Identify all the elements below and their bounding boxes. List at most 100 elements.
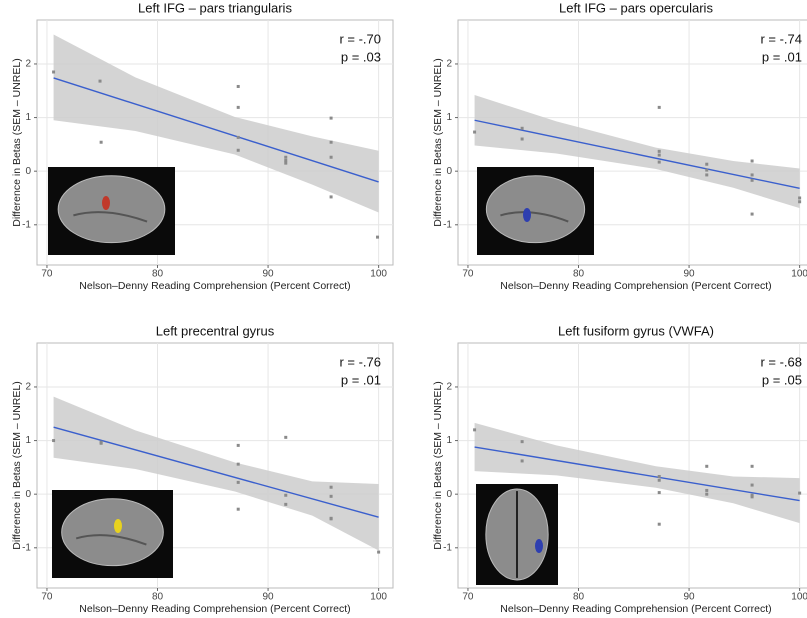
- point: [657, 153, 661, 157]
- y-tick-label: -1: [22, 542, 31, 553]
- fit-line: [474, 119, 800, 190]
- annotation: r = -.70: [339, 31, 381, 46]
- chart-title: Left precentral gyrus: [156, 323, 275, 338]
- point: [52, 70, 56, 74]
- point: [657, 160, 661, 164]
- x-tick-label: 90: [684, 269, 696, 280]
- x-tick-label: 80: [573, 269, 585, 280]
- point: [750, 178, 754, 182]
- point: [236, 480, 240, 484]
- brain-region: [102, 196, 110, 210]
- point: [329, 517, 333, 521]
- annotation: p = .05: [762, 372, 802, 387]
- brain: [61, 498, 164, 567]
- point: [798, 196, 802, 200]
- point: [236, 462, 240, 466]
- x-axis-label: Nelson–Denny Reading Comprehension (Perc…: [79, 280, 350, 292]
- point: [52, 439, 56, 443]
- point: [705, 162, 709, 166]
- fit-line: [53, 77, 379, 183]
- point: [329, 140, 333, 144]
- point: [284, 493, 288, 497]
- point: [284, 435, 288, 439]
- fit-line: [474, 446, 800, 502]
- point: [750, 173, 754, 177]
- chart-title: Left fusiform gyrus (VWFA): [558, 323, 714, 338]
- x-tick-label: 70: [41, 269, 53, 280]
- annotation: r = -.68: [760, 354, 802, 369]
- annotation: r = -.76: [339, 354, 381, 369]
- y-tick-label: 2: [25, 59, 31, 70]
- brain-sulcus: [75, 534, 147, 546]
- point: [750, 495, 754, 499]
- point: [520, 459, 524, 463]
- x-tick-label: 70: [462, 269, 474, 280]
- confidence-band: [53, 396, 379, 551]
- point: [705, 492, 709, 496]
- point: [99, 441, 103, 445]
- x-tick-label: 90: [684, 592, 696, 603]
- y-tick-label: 0: [446, 489, 452, 500]
- panel: Left precentral gyrus 70 80 90 100 -1 0 1 2 r = -…: [11, 323, 394, 615]
- point: [98, 79, 102, 83]
- brain-inset: [476, 484, 558, 585]
- brain-sulcus: [500, 211, 569, 223]
- point: [520, 440, 524, 444]
- point: [236, 105, 240, 109]
- y-tick-label: 2: [25, 382, 31, 393]
- point: [329, 195, 333, 199]
- point: [657, 474, 661, 478]
- x-tick-label: 90: [263, 592, 275, 603]
- point: [473, 130, 477, 134]
- x-tick-label: 100: [370, 592, 387, 603]
- x-tick-label: 70: [41, 592, 53, 603]
- point: [750, 483, 754, 487]
- brain-region: [535, 539, 543, 553]
- panel: Left IFG – pars opercularis 70 80 90 100 -1 0 1…: [432, 0, 807, 292]
- y-tick-label: 1: [446, 112, 452, 123]
- brain-region: [114, 519, 122, 533]
- point: [329, 494, 333, 498]
- panel: Left IFG – pars triangularis 70 80 90 100 -1 0…: [11, 0, 394, 292]
- confidence-band: [474, 95, 800, 209]
- x-tick-label: 90: [263, 269, 275, 280]
- point: [236, 84, 240, 88]
- point: [705, 488, 709, 492]
- annotation: p = .01: [762, 49, 802, 64]
- y-axis-label: Difference in Betas (SEM – UNREL): [432, 58, 444, 226]
- point: [705, 168, 709, 172]
- point: [657, 491, 661, 495]
- chart-title: Left IFG – pars opercularis: [559, 0, 713, 15]
- point: [705, 464, 709, 468]
- x-axis-label: Nelson–Denny Reading Comprehension (Perc…: [500, 280, 771, 292]
- brain: [485, 175, 586, 244]
- y-tick-label: 2: [446, 59, 452, 70]
- x-tick-label: 80: [152, 269, 164, 280]
- point: [284, 155, 288, 159]
- y-tick-label: -1: [443, 219, 452, 230]
- point: [284, 502, 288, 506]
- y-tick-label: -1: [443, 542, 452, 553]
- point: [329, 116, 333, 120]
- annotation: p = .03: [341, 49, 381, 64]
- brain-inset: [52, 490, 173, 578]
- point: [329, 155, 333, 159]
- point: [99, 140, 103, 144]
- point: [284, 158, 288, 162]
- x-tick-label: 100: [791, 592, 807, 603]
- point: [236, 135, 240, 139]
- brain-inset: [48, 167, 175, 255]
- annotation: r = -.74: [760, 31, 802, 46]
- confidence-band: [474, 422, 800, 524]
- point: [473, 428, 477, 432]
- x-tick-label: 100: [791, 269, 807, 280]
- point: [520, 137, 524, 141]
- point: [750, 493, 754, 497]
- x-tick-label: 80: [152, 592, 164, 603]
- panel: Left fusiform gyrus (VWFA) 70 80 90 100 -1 0 1 2…: [432, 323, 807, 615]
- y-tick-label: 1: [25, 112, 31, 123]
- point: [657, 478, 661, 482]
- point: [329, 485, 333, 489]
- brain: [57, 175, 166, 244]
- point: [236, 443, 240, 447]
